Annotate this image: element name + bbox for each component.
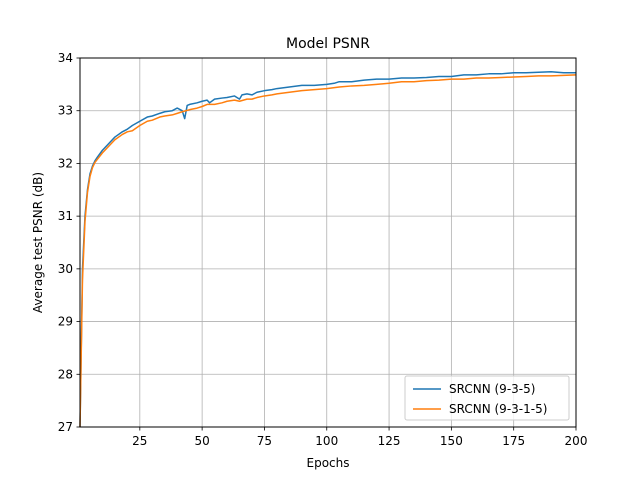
series-line-1 bbox=[79, 70, 576, 428]
x-tick-label: 50 bbox=[194, 434, 209, 448]
x-tick-label: 150 bbox=[440, 434, 463, 448]
series-lines bbox=[79, 70, 577, 428]
x-axis-title: Epochs bbox=[307, 456, 350, 470]
plot-frame bbox=[79, 57, 577, 428]
legend: SRCNN (9-3-5) SRCNN (9-3-1-5) bbox=[404, 375, 570, 421]
x-tick-label: 125 bbox=[378, 434, 401, 448]
x-tick-label: 100 bbox=[315, 434, 338, 448]
axis-ticks: 25 50 75 100 125 150 175 200 27 28 29 30 31 32 33 34 bbox=[58, 51, 588, 448]
y-tick-label: 30 bbox=[58, 262, 73, 276]
legend-label-1: SRCNN (9-3-5) bbox=[449, 382, 535, 396]
y-tick-label: 33 bbox=[58, 104, 73, 118]
chart-title: Model PSNR bbox=[286, 36, 370, 52]
y-tick-label: 27 bbox=[58, 420, 73, 434]
y-tick-label: 31 bbox=[58, 209, 73, 223]
x-tick-label: 175 bbox=[502, 434, 525, 448]
y-tick-label: 32 bbox=[58, 156, 73, 170]
x-tick-label: 75 bbox=[257, 434, 272, 448]
legend-box bbox=[404, 375, 570, 421]
y-tick-label: 29 bbox=[58, 315, 73, 329]
legend-label-2: SRCNN (9-3-1-5) bbox=[449, 402, 547, 416]
y-axis-title: Average test PSNR (dB) bbox=[31, 172, 45, 313]
y-tick-label: 34 bbox=[58, 51, 73, 65]
series-line-2 bbox=[79, 74, 577, 428]
x-tick-label: 25 bbox=[132, 434, 147, 448]
y-tick-label: 28 bbox=[58, 367, 73, 381]
x-tick-label: 200 bbox=[565, 434, 588, 448]
